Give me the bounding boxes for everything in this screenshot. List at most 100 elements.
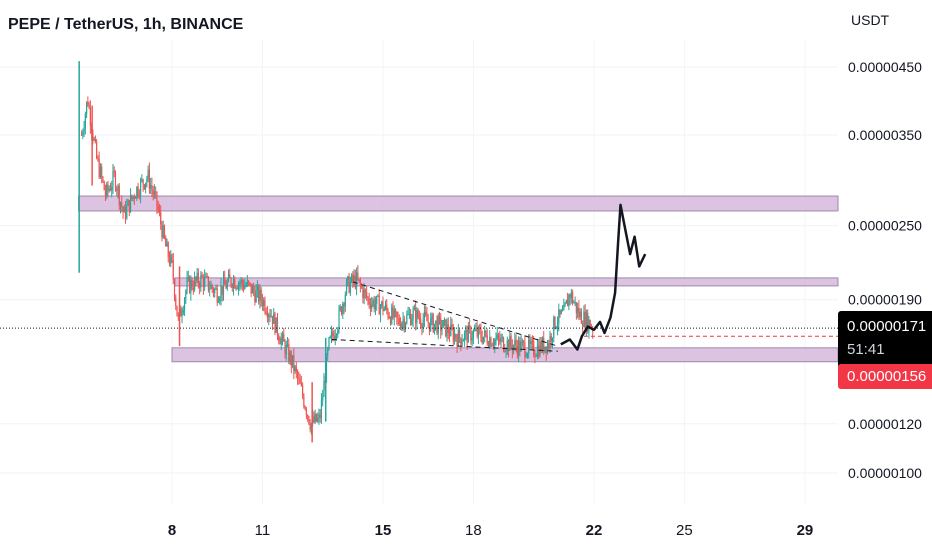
candle-body: [148, 169, 150, 189]
candle-body: [359, 280, 361, 286]
candle-body: [472, 330, 474, 338]
candle-body: [342, 303, 344, 315]
candle-body: [481, 337, 483, 343]
candle-body: [339, 306, 341, 310]
candle-body: [162, 225, 164, 238]
candle-body: [183, 298, 186, 310]
candle-body: [372, 299, 374, 304]
candle-body: [291, 355, 294, 366]
candle-body: [441, 327, 443, 331]
candle-body: [530, 341, 532, 345]
candle-body: [443, 319, 446, 321]
candle-body: [585, 312, 588, 329]
candle-body: [461, 341, 463, 345]
candle-body: [118, 185, 120, 206]
alert-price-tag[interactable]: 0.00000156: [838, 364, 932, 389]
candle-body: [89, 107, 91, 126]
candle-body: [426, 314, 428, 322]
candle-body: [224, 277, 226, 285]
candle-body: [509, 336, 511, 351]
candle-body: [388, 317, 390, 319]
price-levels: [0, 327, 838, 337]
candle-body: [408, 313, 410, 315]
candle-body: [96, 141, 98, 159]
projection-path[interactable]: [560, 203, 647, 351]
candle-body: [533, 341, 535, 356]
candle-body: [299, 378, 301, 384]
candle-body: [181, 313, 183, 317]
candle-body: [129, 194, 132, 212]
candle-body: [573, 302, 575, 304]
candle-body: [484, 330, 486, 337]
candle-body: [229, 274, 231, 279]
candle-body: [501, 337, 503, 339]
candle-body: [476, 328, 478, 337]
candle-body: [504, 350, 506, 352]
candle-body: [588, 320, 590, 332]
candle-body: [543, 337, 545, 352]
candle-body: [464, 332, 466, 341]
candle-body: [325, 355, 328, 383]
candle-body: [212, 288, 215, 293]
candle-body: [273, 313, 275, 324]
candle-body: [418, 317, 420, 319]
candle-body: [457, 330, 459, 347]
candle-body: [332, 332, 334, 336]
candle-body: [101, 166, 103, 178]
candle-body: [93, 139, 95, 141]
candle-body: [526, 353, 529, 357]
candle-body: [515, 340, 517, 346]
supply-demand-zones[interactable]: [78, 195, 839, 363]
candle-body: [453, 334, 456, 341]
candle-body: [82, 132, 84, 136]
candle-countdown: 51:41: [847, 341, 885, 358]
candle-body: [286, 344, 289, 346]
candle-body: [338, 309, 340, 330]
candle-body: [566, 300, 569, 307]
zone-box[interactable]: [174, 277, 839, 287]
candle-body: [411, 319, 413, 325]
candle-body: [502, 337, 505, 351]
candle-body: [523, 341, 525, 343]
candle-body: [462, 340, 464, 342]
candle-body: [432, 314, 434, 332]
candle-body: [410, 313, 412, 325]
candle-body: [452, 328, 454, 341]
candle-body: [322, 396, 324, 401]
x-axis[interactable]: 8 11 15 18 22 25 29: [168, 522, 813, 539]
candle-body: [413, 307, 415, 310]
candle-body: [507, 340, 510, 351]
candle-body: [505, 350, 507, 352]
candle-body: [146, 178, 148, 183]
candle-body: [227, 274, 230, 282]
candle-body: [480, 330, 482, 338]
projection-line[interactable]: [560, 203, 647, 351]
candle-body: [202, 277, 204, 288]
candle-body: [577, 307, 579, 313]
candle-body: [167, 242, 169, 258]
candle-body: [132, 196, 134, 199]
candle-body: [583, 311, 585, 327]
candle-body: [399, 324, 402, 329]
candle-body: [160, 212, 162, 224]
candle-body: [437, 316, 439, 334]
candle-body: [157, 206, 159, 210]
candle-body: [200, 275, 202, 288]
candle-body: [381, 301, 383, 307]
candle-body: [485, 330, 487, 336]
candle-body: [242, 284, 245, 289]
candle-body: [163, 225, 166, 238]
candle-body: [340, 306, 343, 315]
candle-body: [357, 272, 359, 280]
wedge-trendlines[interactable]: [331, 281, 558, 352]
y-tick-label: 0.00000450: [848, 59, 922, 75]
y-axis[interactable]: 0.00000450 0.00000350 0.00000250 0.00000190…: [848, 59, 922, 481]
candle-body: [124, 206, 127, 219]
candle-body: [199, 284, 201, 288]
zone-box[interactable]: [78, 195, 839, 212]
trendline[interactable]: [331, 338, 558, 352]
candle-body: [201, 275, 203, 278]
candle-body: [196, 272, 198, 281]
candle-body: [176, 305, 178, 316]
